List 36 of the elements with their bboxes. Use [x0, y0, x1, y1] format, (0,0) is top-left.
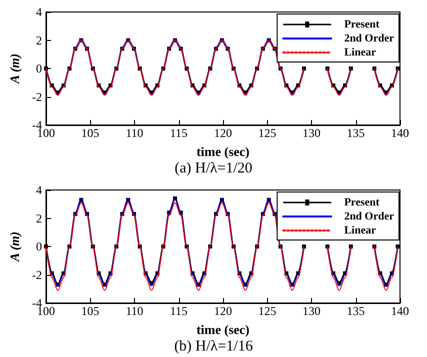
legend-label: Present — [344, 18, 380, 30]
x-tick-label: 110 — [126, 126, 144, 140]
legend-label: Linear — [344, 46, 376, 58]
y-tick-label: 0 — [36, 62, 42, 76]
x-tick-label: 135 — [346, 126, 365, 140]
y-axis-title: A (m) — [7, 54, 22, 84]
x-tick-label: 105 — [81, 126, 100, 140]
x-axis-title: time (sec) — [196, 322, 250, 337]
x-tick-label: 115 — [170, 304, 188, 318]
y-tick-label: 4 — [36, 5, 42, 19]
legend-label: Present — [344, 196, 380, 208]
x-tick-label: 140 — [391, 126, 409, 140]
y-tick-label: -2 — [32, 90, 42, 104]
x-tick-label: 140 — [391, 304, 409, 318]
x-tick-label: 125 — [258, 126, 276, 140]
legend-label: Linear — [344, 224, 376, 236]
x-tick-label: 125 — [258, 304, 276, 318]
y-tick-label: 2 — [36, 211, 42, 226]
y-tick-label: 0 — [36, 240, 42, 254]
x-tick-label: 120 — [214, 304, 232, 318]
y-axis-title: A (m) — [7, 232, 22, 262]
y-tick-label: 2 — [36, 33, 42, 48]
x-tick-label: 135 — [346, 304, 365, 318]
legend-label: 2nd Order — [344, 210, 394, 222]
text: (b) H/λ=1/16 — [174, 338, 254, 354]
legend-label: 2nd Order — [344, 32, 394, 44]
x-tick-label: 115 — [170, 126, 188, 140]
y-tick-label: 4 — [36, 183, 42, 197]
x-axis-title: time (sec) — [196, 144, 250, 159]
y-tick-label: -2 — [32, 268, 42, 282]
x-tick-label: 110 — [126, 304, 144, 318]
x-tick-label: 105 — [81, 304, 100, 318]
x-tick-label: 130 — [302, 304, 320, 318]
x-tick-label: 130 — [302, 126, 320, 140]
text: (a) H/λ=1/20 — [174, 160, 252, 176]
x-tick-label: 120 — [214, 126, 232, 140]
